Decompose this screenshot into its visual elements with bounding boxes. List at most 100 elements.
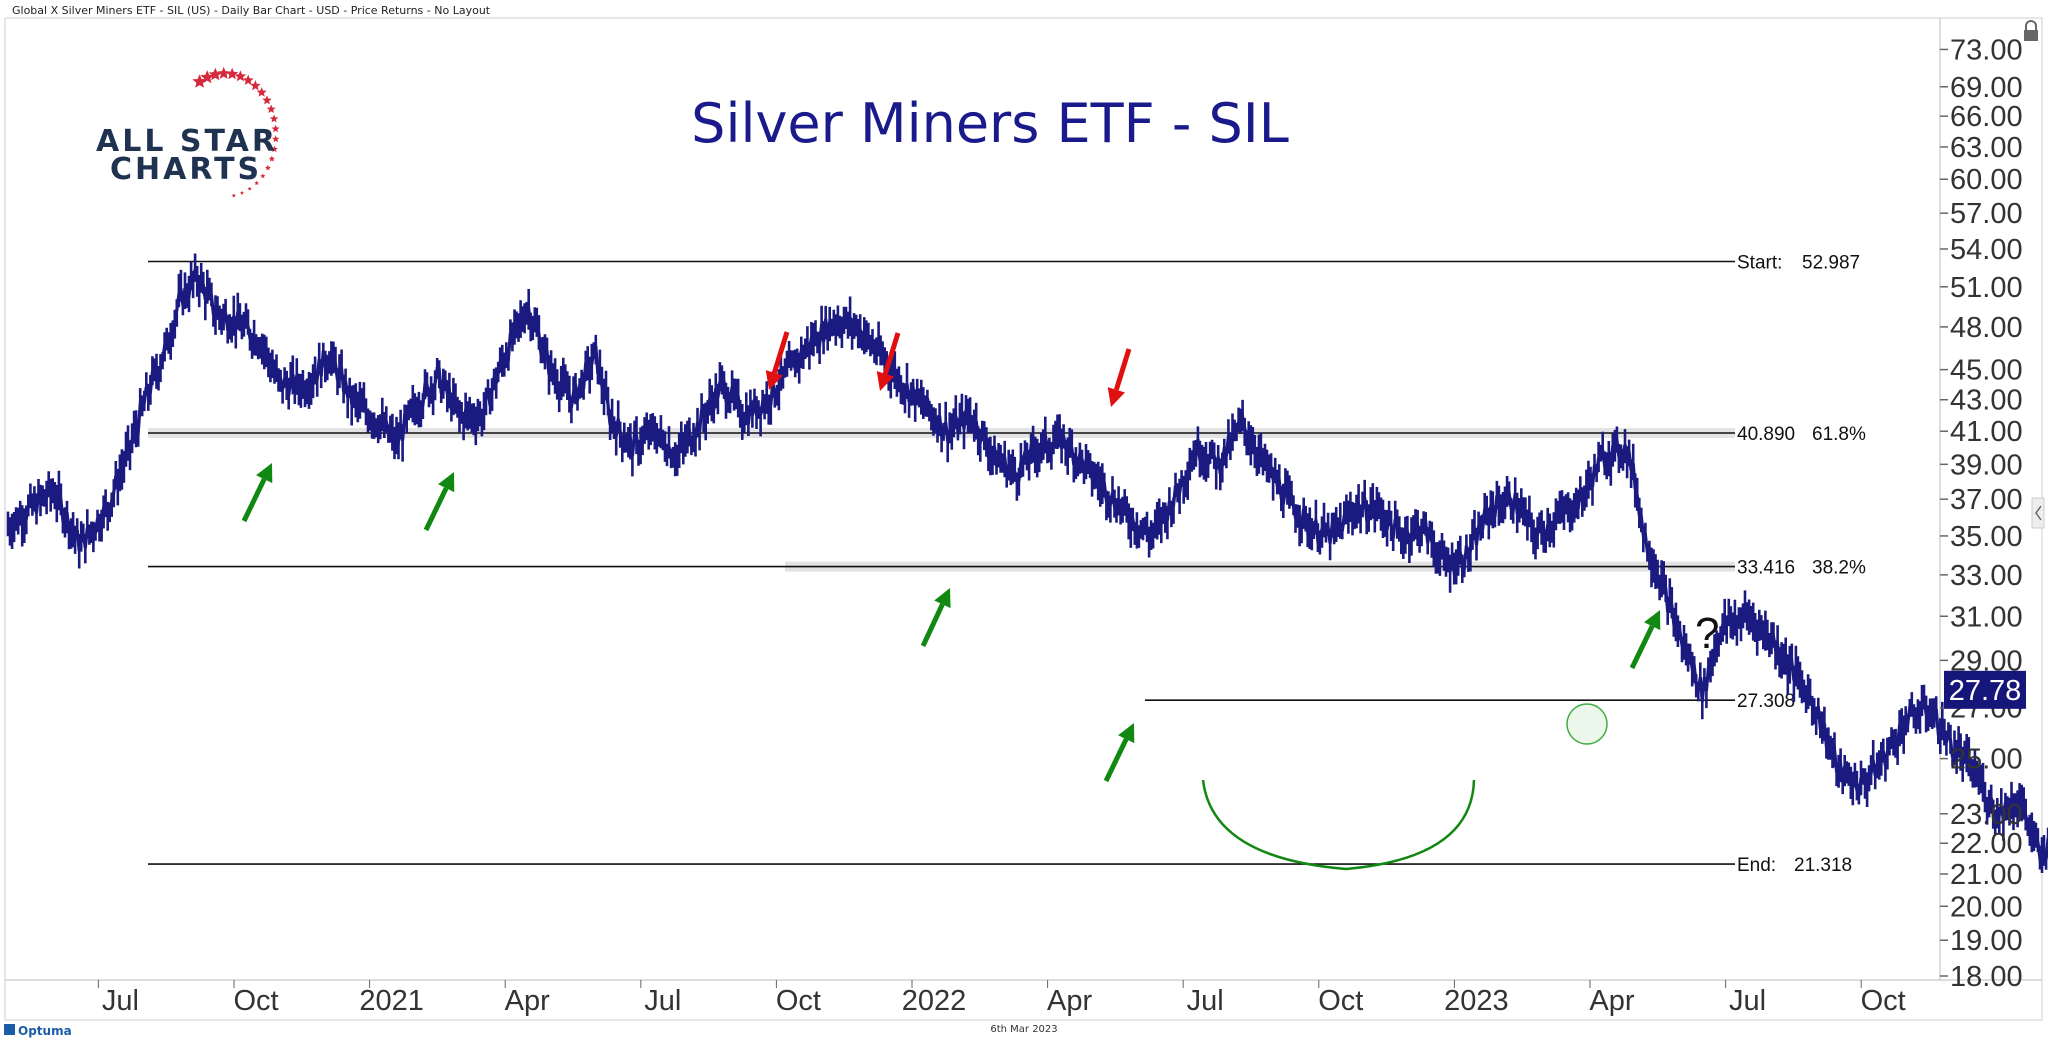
level-label: Start: xyxy=(1737,253,1782,274)
y-tick-label: 45.00 xyxy=(1950,355,2023,387)
x-tick-label: Jul xyxy=(1729,985,1766,1017)
logo-star-icon xyxy=(192,74,207,88)
y-tick-label: 20.00 xyxy=(1950,891,2023,923)
y-tick-label: 18.00 xyxy=(1950,961,2023,993)
down-arrowhead xyxy=(876,371,894,391)
level-percent: 61.8% xyxy=(1812,424,1866,445)
x-axis-ticks: Jul Oct 2021 Apr Jul Oct 2022 Apr Jul Oct 2023 Apr J… xyxy=(97,980,1906,1017)
down-arrowhead xyxy=(1107,387,1125,407)
logo-star-icon xyxy=(242,74,254,85)
logo-star-icon xyxy=(271,124,280,133)
footer-brand: Optuma xyxy=(18,1024,72,1038)
y-tick-label: 73.00 xyxy=(1950,34,2023,66)
logo-star-icon xyxy=(200,70,215,84)
logo-star-icon xyxy=(208,67,222,81)
x-tick-label: Jul xyxy=(102,985,139,1017)
level-label: End: xyxy=(1737,855,1776,876)
y-tick-label: 69.00 xyxy=(1950,72,2023,104)
last-price-badge: 27.78 xyxy=(1944,670,2026,709)
up-arrow-icon xyxy=(1103,738,1129,783)
level-percent: 38.2% xyxy=(1812,558,1866,579)
logo-star-icon xyxy=(262,95,272,105)
collapse-arrow-icon[interactable] xyxy=(2031,497,2045,529)
logo-star-icon xyxy=(239,190,245,195)
highlight-circle xyxy=(1566,703,1608,745)
y-tick-label: 60.00 xyxy=(1950,164,2023,196)
logo-star-icon xyxy=(250,80,261,91)
up-arrow-icon xyxy=(241,478,267,523)
x-tick-label: Apr xyxy=(1047,985,1092,1017)
y-tick-label: 21.00 xyxy=(1950,859,2023,891)
footer-date: 6th Mar 2023 xyxy=(990,1024,1057,1035)
level-value: 27.308 xyxy=(1737,691,1795,712)
logo-star-arc xyxy=(192,66,280,198)
last-price-value: 27.78 xyxy=(1949,675,2022,707)
question-mark: ? xyxy=(1695,609,1719,658)
y-tick-label: 23.00 xyxy=(1950,799,2023,831)
logo-star-icon xyxy=(254,180,259,186)
x-tick-label: Jul xyxy=(644,985,681,1017)
logo-star-icon xyxy=(266,104,276,113)
chart-header: Global X Silver Miners ETF - SIL (US) - … xyxy=(12,4,491,17)
logo-star-icon xyxy=(226,67,239,80)
level-value: 21.318 xyxy=(1794,855,1852,876)
up-arrow-icon xyxy=(1629,625,1655,670)
y-tick-label: 57.00 xyxy=(1950,198,2023,230)
logo-star-icon xyxy=(217,66,231,79)
y-tick-label: 31.00 xyxy=(1950,601,2023,633)
x-tick-label: Oct xyxy=(233,985,278,1017)
logo-text-line2: CHARTS xyxy=(110,152,262,187)
logo-star-icon xyxy=(271,145,278,153)
y-tick-label: 66.00 xyxy=(1950,101,2023,133)
x-tick-label: Oct xyxy=(1318,985,1363,1017)
y-tick-label: 33.00 xyxy=(1950,560,2023,592)
up-arrowhead xyxy=(1118,723,1135,744)
annotations: ? xyxy=(241,331,1719,871)
y-tick-label: 54.00 xyxy=(1950,234,2023,266)
down-arrow-icon xyxy=(882,332,901,375)
level-value: 33.416 xyxy=(1737,558,1795,579)
logo-star-icon xyxy=(268,155,275,162)
price-series xyxy=(6,253,2048,873)
y-tick-label: 48.00 xyxy=(1950,312,2023,344)
down-arrow-icon xyxy=(771,331,790,374)
down-arrowhead xyxy=(765,370,783,390)
x-tick-label: Jul xyxy=(1187,985,1224,1017)
y-tick-label: 41.00 xyxy=(1950,416,2023,448)
y-tick-label: 63.00 xyxy=(1950,132,2023,164)
logo-star-icon xyxy=(265,164,271,171)
logo-text-line1: ALL STAR xyxy=(96,124,278,159)
chart-title: Silver Miners ETF - SIL xyxy=(691,92,1289,155)
logo: ALL STAR CHARTS xyxy=(96,66,280,198)
logo-star-icon xyxy=(272,135,280,143)
y-tick-label: 22.00 xyxy=(1950,828,2023,860)
x-tick-label: Oct xyxy=(1861,985,1906,1017)
up-arrowhead xyxy=(934,588,951,609)
x-tick-label: Apr xyxy=(505,985,550,1017)
up-arrow-icon xyxy=(423,487,449,532)
x-tick-label: Oct xyxy=(776,985,821,1017)
x-tick-label: 2022 xyxy=(902,985,967,1017)
optuma-logo-icon xyxy=(4,1024,15,1035)
level-value: 52.987 xyxy=(1802,253,1860,274)
logo-star-icon xyxy=(260,173,266,179)
y-tick-label: 51.00 xyxy=(1950,272,2023,304)
y-tick-label: 37.00 xyxy=(1950,484,2023,516)
up-arrow-icon xyxy=(920,603,945,648)
y-tick-label: 35.00 xyxy=(1950,521,2023,553)
y-tick-label: 43.00 xyxy=(1950,385,2023,417)
rounded-bottom-curve xyxy=(1201,779,1476,871)
logo-star-icon xyxy=(256,87,267,97)
up-arrowhead xyxy=(256,463,273,484)
x-tick-label: Apr xyxy=(1589,985,1634,1017)
level-value: 40.890 xyxy=(1737,424,1795,445)
y-tick-label: 25.00 xyxy=(1950,744,2023,776)
x-tick-label: 2021 xyxy=(359,985,424,1017)
down-arrow-icon xyxy=(1113,348,1132,391)
lock-icon[interactable] xyxy=(2024,20,2038,41)
logo-star-icon xyxy=(247,186,252,191)
x-tick-label: 2023 xyxy=(1444,985,1509,1017)
up-arrowhead xyxy=(438,472,455,493)
